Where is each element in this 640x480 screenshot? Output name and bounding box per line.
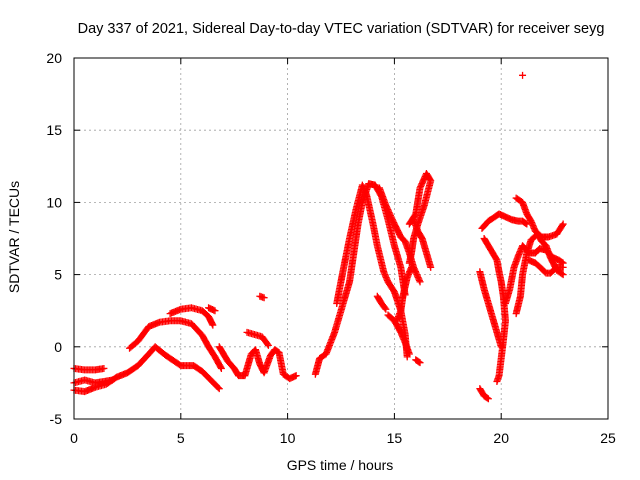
data-point (108, 376, 116, 384)
y-tick-label: 5 (54, 267, 62, 283)
data-point (405, 259, 413, 267)
plot-frame (73, 57, 609, 420)
x-tick-label: 0 (70, 430, 78, 446)
x-tick-label: 20 (493, 430, 509, 446)
data-point (263, 340, 271, 348)
data-point (519, 71, 527, 79)
data-point (214, 384, 222, 392)
x-tick-label: 25 (600, 430, 616, 446)
data-point (260, 294, 268, 302)
data-point (558, 270, 566, 278)
data-point (100, 364, 108, 372)
chart-title: Day 337 of 2021, Sidereal Day-to-day VTE… (78, 21, 605, 37)
data-point (416, 359, 424, 367)
data-point (209, 321, 217, 329)
data-point (416, 278, 424, 286)
data-point (522, 219, 530, 227)
data-point (217, 364, 225, 372)
data-point (484, 395, 492, 403)
data-point (559, 271, 567, 279)
x-tick-label: 10 (280, 430, 296, 446)
data-point (211, 307, 219, 315)
y-tick-label: 15 (46, 122, 62, 138)
x-tick-label: 15 (387, 430, 403, 446)
data-point (393, 317, 401, 325)
data-point (427, 263, 435, 271)
x-axis-label: GPS time / hours (287, 457, 394, 473)
data-point (559, 220, 567, 228)
y-tick-label: 20 (46, 50, 62, 66)
y-tick-label: 10 (46, 194, 62, 210)
data-point (215, 385, 223, 393)
data-point (558, 221, 566, 229)
data-point (415, 358, 423, 366)
data-point (264, 341, 272, 349)
axis-ticks: 0 5 10 15 20 25 -5 0 5 10 15 20 (46, 50, 616, 446)
x-tick-label: 5 (177, 430, 185, 446)
data-point (217, 363, 225, 371)
data-point (405, 350, 413, 358)
data-point (381, 304, 389, 312)
data-point (483, 394, 491, 402)
y-axis-label: SDTVAR / TECUs (6, 181, 22, 293)
y-tick-label: -5 (50, 411, 63, 427)
data-point (292, 372, 300, 380)
y-tick-label: 0 (54, 339, 62, 355)
data-point (493, 377, 501, 385)
data-points (70, 71, 567, 403)
data-point (559, 263, 567, 271)
data-point (382, 305, 390, 313)
